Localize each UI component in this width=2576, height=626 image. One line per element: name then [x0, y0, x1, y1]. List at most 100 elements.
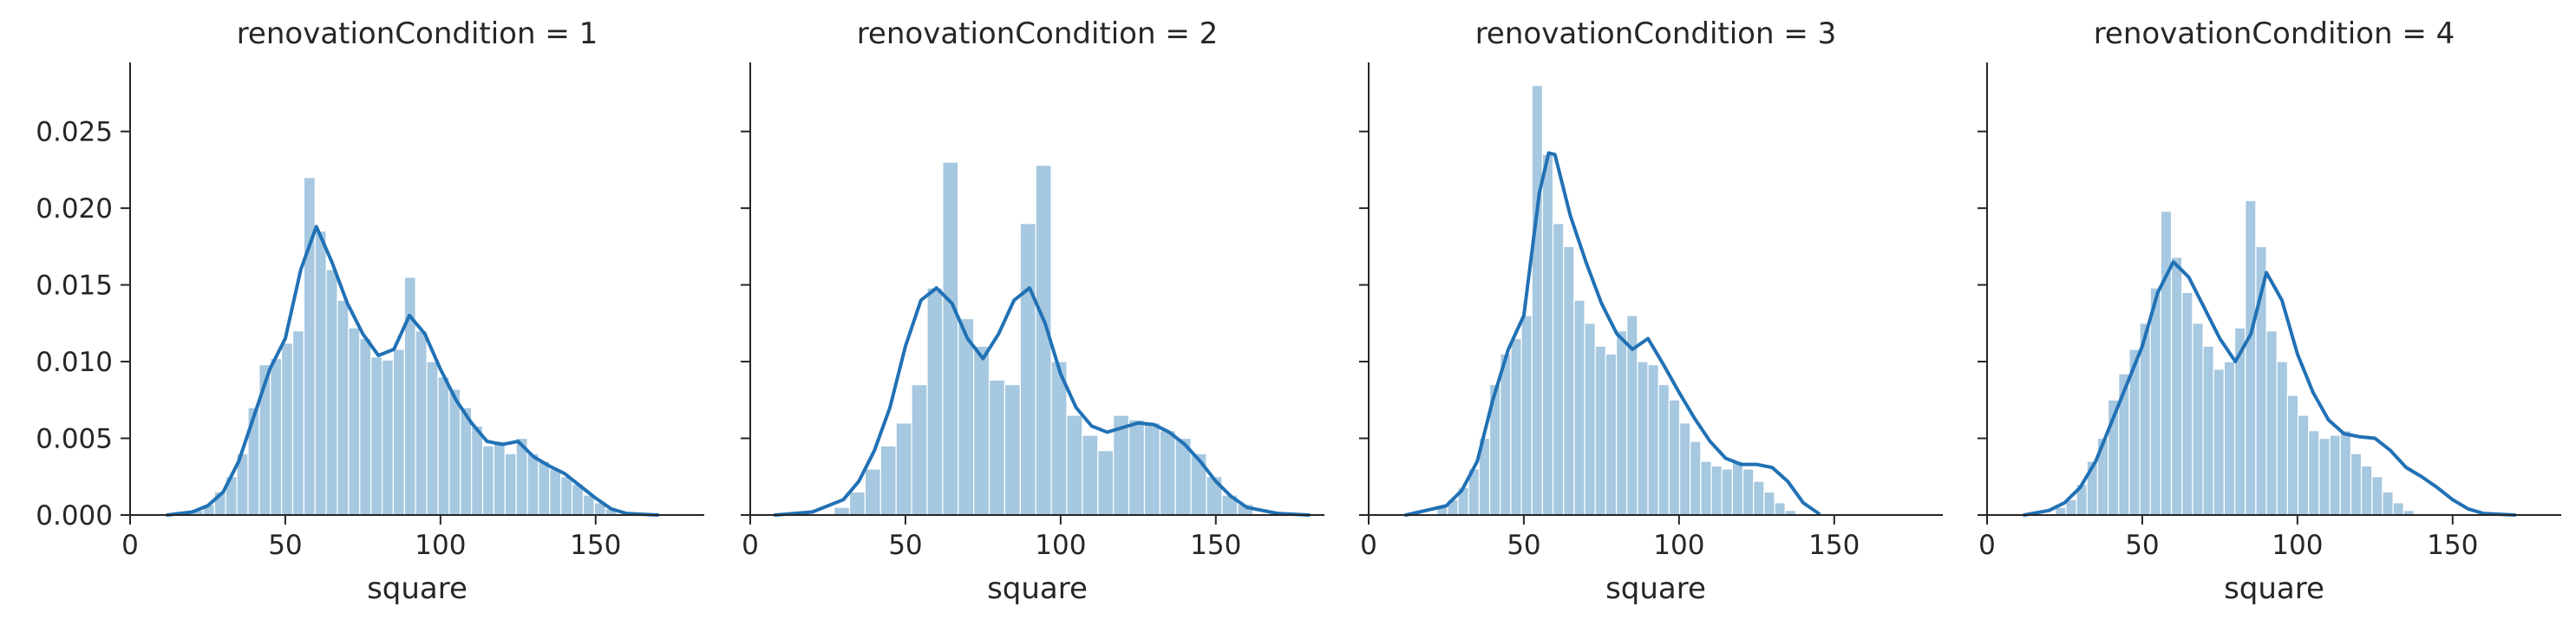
panel-title: renovationCondition = 2 [857, 16, 1219, 51]
x-tick-label: 150 [2427, 530, 2478, 561]
histogram-bar [958, 317, 975, 516]
histogram-bar [1742, 468, 1755, 516]
histogram-bar [1097, 450, 1115, 516]
histogram-bar [1731, 460, 1744, 516]
histogram-bar [437, 376, 450, 516]
histogram-bar [2149, 287, 2161, 516]
histogram-bar [2160, 211, 2173, 516]
histogram-bar [1710, 465, 1723, 516]
chart-panel-2: 0 50 100 150 square renovationCondition = 2 [741, 16, 1324, 606]
histogram-bar [2213, 368, 2225, 516]
chart-panel-4: 0 50 100 150 square renovationCondition = 4 [1978, 16, 2561, 606]
histogram-bar [1678, 422, 1691, 516]
histogram-bar [359, 337, 372, 516]
histogram-bar [1531, 84, 1543, 516]
histogram-bar [988, 379, 1006, 516]
histogram-bar [325, 269, 338, 516]
x-tick-label: 50 [268, 530, 302, 561]
panel-title: renovationCondition = 4 [2094, 16, 2455, 51]
histogram-bar [1763, 491, 1775, 516]
histogram-bar [1190, 453, 1207, 516]
histogram-bar [549, 468, 562, 516]
x-tick-label: 100 [2272, 530, 2323, 561]
histogram-bar [526, 453, 539, 516]
histogram-bar [1657, 383, 1670, 516]
histogram-bar [303, 177, 316, 516]
kde-line [165, 225, 660, 517]
histogram-bar [911, 383, 928, 516]
histogram-bar [2265, 330, 2278, 516]
x-tick-label: 50 [2125, 530, 2159, 561]
histogram-bar [1128, 419, 1146, 516]
histogram-bar [1066, 414, 1083, 516]
histogram-bar [1721, 468, 1733, 516]
x-tick-label: 100 [1653, 530, 1704, 561]
histogram-bar [2318, 437, 2331, 516]
histogram-bar [2276, 361, 2288, 516]
histogram-bar [2339, 430, 2351, 516]
histogram-bar [481, 445, 494, 516]
histogram-bar [448, 388, 461, 516]
histogram-bar [493, 440, 506, 516]
x-tick-label: 50 [888, 530, 922, 561]
histogram-bar [1159, 430, 1176, 516]
histogram-bar [337, 299, 350, 516]
histogram-bar [926, 287, 944, 516]
x-tick-label: 0 [121, 530, 139, 561]
histogram-bar [1584, 323, 1596, 516]
histogram-bar [504, 453, 517, 516]
histogram-bar [2192, 323, 2204, 516]
kde-line [2022, 260, 2517, 517]
histogram-bar [2382, 491, 2394, 516]
histogram-bar [2202, 345, 2214, 516]
histogram-bar [2181, 291, 2194, 516]
x-tick-label: 0 [1978, 530, 1996, 561]
x-tick-label: 150 [1808, 530, 1860, 561]
histogram-bar [2297, 414, 2310, 516]
histogram-bar [348, 327, 361, 516]
histogram-bar [2245, 199, 2257, 516]
x-tick-label: 50 [1507, 530, 1540, 561]
histogram-bar [1605, 353, 1618, 516]
y-tick-label: 0.025 [36, 117, 113, 148]
histogram-bar [460, 407, 473, 516]
histogram-bar [1753, 480, 1765, 516]
kde-line [773, 286, 1311, 517]
histogram-bar [314, 231, 327, 516]
x-tick-label: 100 [1035, 530, 1086, 561]
histogram-bar [1082, 434, 1099, 516]
histogram-bar [270, 357, 283, 516]
histogram-bar [2371, 476, 2383, 516]
histogram-bar [538, 460, 551, 516]
histogram-bar [415, 330, 428, 516]
histogram-bar [403, 277, 416, 516]
histogram-bar [1573, 299, 1585, 516]
chart-panel-1: 0.000 0.005 0.010 0.015 0.020 0.025 0 50 100 150 s… [36, 16, 704, 606]
histogram-bar [2392, 502, 2404, 516]
kde-line [1403, 151, 1821, 517]
histogram-bar [1143, 422, 1161, 516]
y-tick-label: 0.000 [36, 500, 113, 531]
x-axis-label: square [367, 571, 467, 606]
histogram-bar [1004, 383, 1021, 516]
histogram-bar [1019, 223, 1036, 516]
histogram-bar [1668, 399, 1681, 516]
x-tick-label: 100 [415, 530, 466, 561]
histogram-bar [426, 361, 439, 516]
x-tick-label: 150 [1190, 530, 1241, 561]
histogram-bar [2223, 361, 2236, 516]
histogram-bar [1637, 361, 1649, 516]
histogram-bar [1774, 502, 1786, 516]
histogram-bar [834, 506, 851, 516]
histogram-bar [1510, 337, 1522, 516]
histogram-bar [471, 425, 484, 516]
histogram-bar [1690, 440, 1702, 516]
chart-panel-3: 0 50 100 150 square renovationCondition = 3 [1359, 16, 1943, 606]
histogram-bar [1647, 363, 1659, 516]
x-tick-label: 0 [742, 530, 759, 561]
histogram-bar [1615, 330, 1628, 516]
histogram-bar [1520, 315, 1533, 516]
x-tick-label: 150 [570, 530, 621, 561]
histogram-bar [1206, 476, 1223, 516]
